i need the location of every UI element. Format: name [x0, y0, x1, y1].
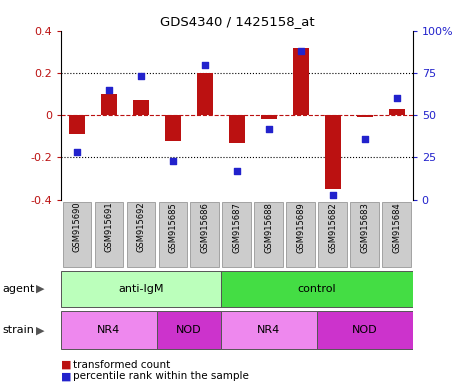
Text: GSM915685: GSM915685: [168, 202, 177, 253]
Text: ■: ■: [61, 371, 71, 381]
Text: NR4: NR4: [97, 325, 121, 335]
FancyBboxPatch shape: [254, 202, 283, 267]
Text: GSM915683: GSM915683: [360, 202, 369, 253]
Text: GSM915687: GSM915687: [232, 202, 242, 253]
Point: [297, 48, 304, 54]
Text: transformed count: transformed count: [73, 360, 170, 370]
Text: NOD: NOD: [352, 325, 378, 335]
Bar: [357, 115, 373, 118]
Text: GSM915682: GSM915682: [328, 202, 337, 253]
Text: GSM915690: GSM915690: [72, 202, 82, 252]
FancyBboxPatch shape: [382, 202, 411, 267]
FancyBboxPatch shape: [221, 311, 317, 349]
FancyBboxPatch shape: [157, 311, 221, 349]
Point: [329, 192, 337, 198]
Text: GSM915692: GSM915692: [136, 202, 145, 252]
Bar: [325, 115, 341, 189]
Bar: [101, 94, 117, 115]
Text: ▶: ▶: [36, 284, 45, 294]
FancyBboxPatch shape: [222, 202, 251, 267]
FancyBboxPatch shape: [317, 311, 413, 349]
Bar: [389, 109, 405, 115]
Text: percentile rank within the sample: percentile rank within the sample: [73, 371, 249, 381]
Text: GSM915688: GSM915688: [265, 202, 273, 253]
FancyBboxPatch shape: [287, 202, 315, 267]
FancyBboxPatch shape: [318, 202, 347, 267]
Point: [73, 149, 81, 156]
FancyBboxPatch shape: [61, 271, 221, 307]
Point: [361, 136, 369, 142]
FancyBboxPatch shape: [62, 202, 91, 267]
Bar: [197, 73, 213, 115]
Text: control: control: [297, 284, 336, 294]
Text: NOD: NOD: [176, 325, 202, 335]
Bar: [261, 115, 277, 119]
Point: [105, 87, 113, 93]
Text: GSM915684: GSM915684: [392, 202, 401, 253]
Point: [393, 95, 401, 101]
Text: agent: agent: [2, 284, 35, 294]
Bar: [165, 115, 181, 141]
Point: [169, 158, 177, 164]
Point: [265, 126, 272, 132]
Point: [137, 73, 144, 79]
Text: GSM915686: GSM915686: [200, 202, 209, 253]
Title: GDS4340 / 1425158_at: GDS4340 / 1425158_at: [159, 15, 314, 28]
Text: GSM915689: GSM915689: [296, 202, 305, 253]
FancyBboxPatch shape: [190, 202, 219, 267]
FancyBboxPatch shape: [350, 202, 379, 267]
FancyBboxPatch shape: [221, 271, 413, 307]
Text: GSM915691: GSM915691: [105, 202, 113, 252]
Text: ■: ■: [61, 360, 71, 370]
Bar: [229, 115, 245, 143]
Bar: [69, 115, 85, 134]
FancyBboxPatch shape: [127, 202, 155, 267]
Text: NR4: NR4: [257, 325, 280, 335]
FancyBboxPatch shape: [159, 202, 187, 267]
Bar: [133, 101, 149, 115]
Bar: [293, 48, 309, 115]
Text: strain: strain: [2, 325, 34, 335]
Text: anti-IgM: anti-IgM: [118, 284, 164, 294]
Point: [201, 61, 209, 68]
Point: [233, 168, 241, 174]
FancyBboxPatch shape: [61, 311, 157, 349]
Text: ▶: ▶: [36, 325, 45, 335]
FancyBboxPatch shape: [95, 202, 123, 267]
